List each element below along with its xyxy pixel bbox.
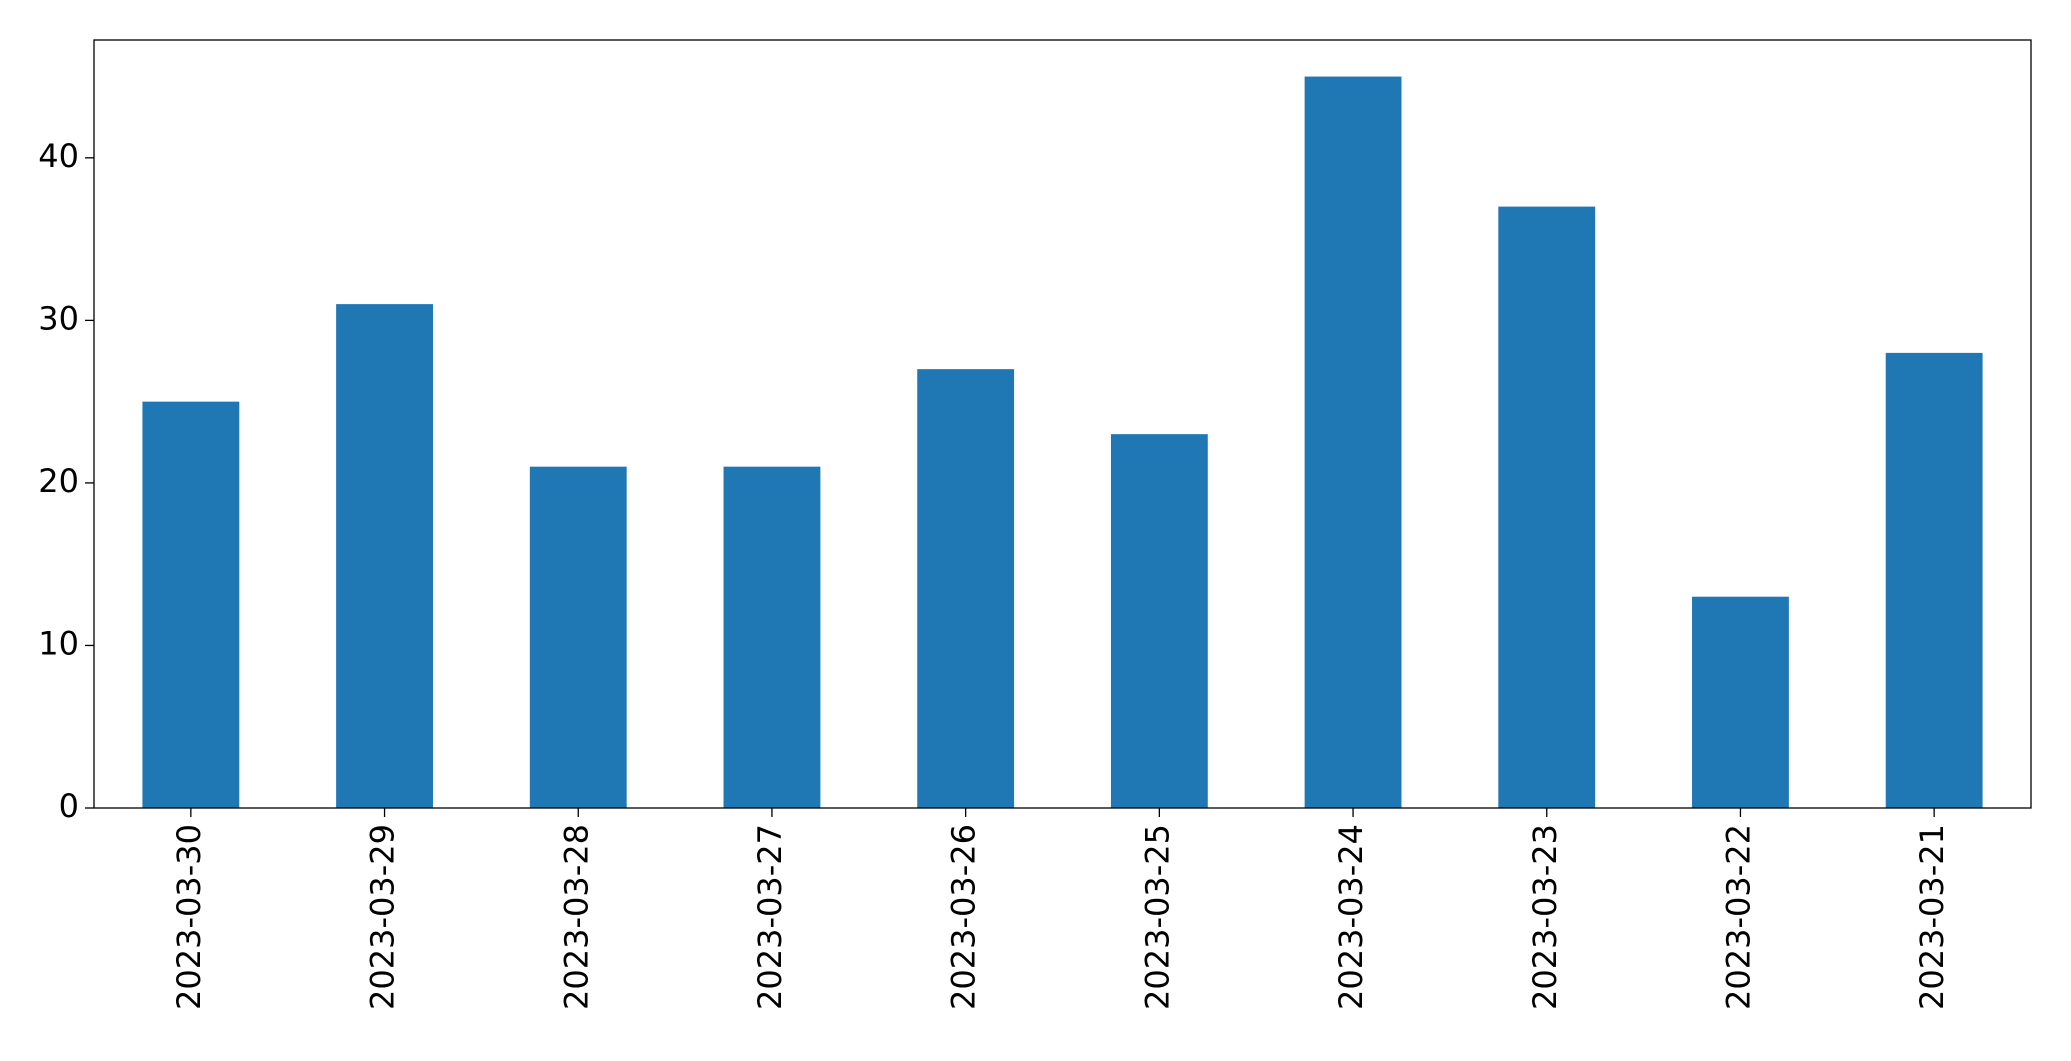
bar: [336, 304, 433, 808]
x-tick-label: 2023-03-28: [557, 824, 595, 1010]
x-tick-label: 2023-03-26: [945, 824, 983, 1010]
bar: [1498, 206, 1596, 809]
x-tick-label: 2023-03-27: [751, 824, 789, 1010]
x-tick-label: 2023-03-30: [170, 824, 208, 1010]
x-tick-label: 2023-03-29: [364, 824, 402, 1010]
bar: [1304, 76, 1402, 809]
y-tick-label: 40: [38, 137, 79, 175]
y-tick-label: 20: [38, 462, 79, 500]
y-tick-label: 30: [38, 299, 79, 337]
y-tick-label: 0: [59, 787, 79, 825]
bar: [142, 401, 240, 808]
x-tick-label: 2023-03-23: [1526, 824, 1564, 1010]
x-tick-label: 2023-03-21: [1913, 824, 1951, 1010]
y-tick-label: 10: [38, 624, 79, 662]
x-tick-label: 2023-03-25: [1138, 824, 1176, 1010]
axes-frame: [93, 39, 2032, 809]
bar: [1692, 596, 1789, 808]
x-tick-label: 2023-03-22: [1719, 824, 1757, 1010]
bar: [529, 466, 627, 808]
bar: [723, 466, 821, 808]
bar: [917, 369, 1015, 808]
x-tick-label: 2023-03-24: [1332, 824, 1370, 1010]
bar: [1110, 434, 1208, 808]
bar: [1885, 352, 1983, 808]
